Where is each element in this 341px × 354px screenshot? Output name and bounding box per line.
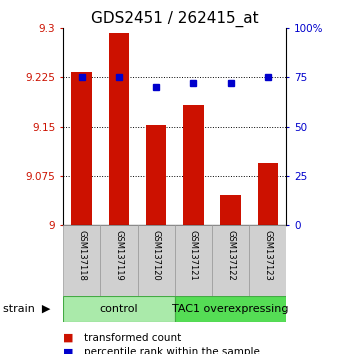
Title: GDS2451 / 262415_at: GDS2451 / 262415_at — [91, 11, 258, 27]
Bar — [249, 225, 286, 296]
Text: GSM137119: GSM137119 — [115, 230, 123, 281]
Bar — [220, 195, 241, 225]
Bar — [212, 225, 249, 296]
Bar — [63, 225, 100, 296]
Text: GSM137122: GSM137122 — [226, 230, 235, 281]
Bar — [109, 33, 129, 225]
Text: GSM137120: GSM137120 — [152, 230, 161, 281]
Bar — [137, 225, 175, 296]
Bar — [175, 225, 212, 296]
Text: GSM137118: GSM137118 — [77, 230, 86, 281]
Bar — [257, 162, 278, 225]
Bar — [146, 125, 166, 225]
Text: GSM137123: GSM137123 — [263, 230, 272, 281]
Bar — [63, 296, 175, 322]
Text: transformed count: transformed count — [84, 333, 181, 343]
Text: percentile rank within the sample: percentile rank within the sample — [84, 347, 260, 354]
Text: GSM137121: GSM137121 — [189, 230, 198, 281]
Text: ■: ■ — [63, 347, 74, 354]
Bar — [175, 296, 286, 322]
Bar — [100, 225, 137, 296]
Text: strain  ▶: strain ▶ — [3, 304, 51, 314]
Text: control: control — [100, 304, 138, 314]
Bar — [183, 105, 204, 225]
Text: TAC1 overexpressing: TAC1 overexpressing — [172, 304, 289, 314]
Bar — [72, 72, 92, 225]
Text: ■: ■ — [63, 333, 74, 343]
